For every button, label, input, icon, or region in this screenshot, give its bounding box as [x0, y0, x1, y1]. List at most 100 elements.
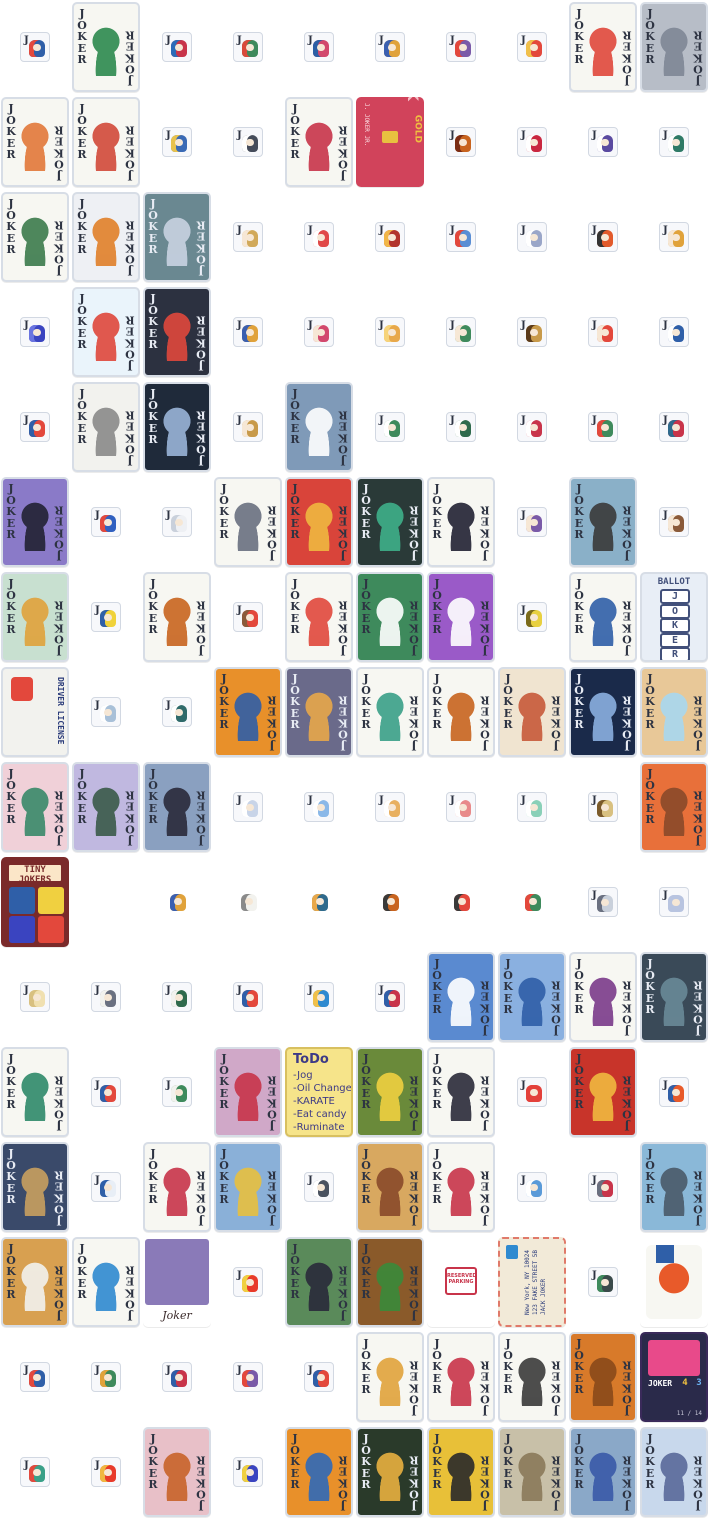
rank-label: J O K E R: [6, 1242, 16, 1301]
card-holder-name: J. JOKER JR.: [363, 103, 370, 147]
jester-full-icon: [17, 113, 53, 171]
face-icon: [530, 329, 538, 336]
joker-tile: J: [588, 1172, 618, 1202]
joker-tile: J: [446, 317, 476, 347]
flame-jester-icon: [301, 588, 337, 646]
tile-rank-letter: J: [521, 320, 526, 331]
joker-tile: J: [517, 317, 547, 347]
rank-label: J O K E R: [361, 1147, 371, 1206]
face-icon: [104, 1184, 112, 1191]
joker-stats-card: JOKER 4 3 11 / 14: [640, 1332, 708, 1422]
rank-label: J O K E R: [125, 408, 135, 467]
tile-rank-letter: J: [592, 795, 597, 806]
rank-label: J O K E R: [54, 788, 64, 847]
rank-label: J O K E R: [267, 1073, 277, 1132]
rank-label: J O K E R: [125, 218, 135, 277]
tile-rank-letter: J: [308, 1175, 313, 1186]
tile-rank-letter: J: [166, 510, 171, 521]
tile-rank-letter: J: [24, 1460, 29, 1471]
rank-label: J O K E R: [551, 1453, 561, 1512]
joker-tile: J: [162, 507, 192, 537]
tile-rank-letter: J: [379, 225, 384, 236]
face-icon: [246, 1374, 254, 1381]
joker-tile: J: [20, 32, 50, 62]
rank-label: J O K E R: [77, 387, 87, 446]
todo-item: -Eat candy: [293, 1109, 347, 1120]
rank-label: J O K E R: [432, 1432, 442, 1491]
joker-tile: J: [304, 982, 334, 1012]
tiny-joker-sprite: [162, 887, 192, 917]
stone-joker-icon: [656, 18, 692, 76]
face-icon: [530, 519, 538, 526]
rank-label: J O K E R: [693, 693, 703, 752]
tile-rank-letter: J: [24, 35, 29, 46]
rank-label: J O K E R: [432, 482, 442, 541]
face-icon: [317, 234, 325, 241]
rank-label: J O K E R: [409, 1453, 419, 1512]
face-icon: [33, 44, 41, 51]
king-joker-icon: [159, 588, 195, 646]
todo-item: -KARATE: [293, 1096, 335, 1107]
ballot-option: K: [660, 618, 690, 633]
face-icon: [530, 614, 538, 621]
face-icon: [317, 1184, 325, 1191]
rank-label: J O K E R: [480, 1168, 490, 1227]
joker-tile: J: [517, 1077, 547, 1107]
rank-label: J O K E R: [409, 1168, 419, 1227]
rank-label: J O K E R: [77, 1242, 87, 1301]
joker-tile: J: [517, 412, 547, 442]
ghost-icon: [656, 968, 692, 1026]
rank-label: J O K E R: [409, 598, 419, 657]
face-icon: [672, 519, 680, 526]
joker-tile: J: [659, 507, 689, 537]
driver-license-card: DRIVER LICENSE: [1, 667, 69, 757]
face-icon: [175, 139, 183, 146]
crowned-joker-icon: [443, 1158, 479, 1216]
rank-label: J O K E R: [125, 123, 135, 182]
tile-rank-letter: J: [308, 1365, 313, 1376]
face-icon: [246, 1469, 254, 1476]
joker-tile: J: [659, 127, 689, 157]
rank-label: J O K E R: [574, 957, 584, 1016]
rank-label: J O K E R: [125, 1263, 135, 1322]
matador-icon: [301, 493, 337, 551]
rank-label: J O K E R: [409, 1263, 419, 1322]
rank-label: J O K E R: [148, 387, 158, 446]
tile-rank-letter: J: [592, 225, 597, 236]
ramen-icon: [159, 1443, 195, 1501]
rank-label: J O K E R: [432, 577, 442, 636]
joker-tile: J: [233, 317, 263, 347]
tile-rank-letter: J: [166, 985, 171, 996]
monolith-icon: [656, 1158, 692, 1216]
rank-label: J O K E R: [361, 1337, 371, 1396]
egg-face-icon: [17, 1253, 53, 1311]
tiki-icon: [443, 683, 479, 741]
tile-rank-letter: J: [521, 1175, 526, 1186]
face-icon: [246, 424, 254, 431]
tile-rank-letter: J: [521, 510, 526, 521]
joker-tile: J: [304, 1362, 334, 1392]
face-icon: [175, 994, 183, 1001]
rank-label: J O K E R: [574, 672, 584, 731]
rank-label: J O K E R: [54, 218, 64, 277]
face-icon: [601, 1279, 609, 1286]
bank-card: BANK GOLD J. JOKER JR.: [356, 97, 424, 187]
rank-label: J O K E R: [574, 1337, 584, 1396]
joker-tile: J: [517, 1172, 547, 1202]
rank-label: J O K E R: [693, 1168, 703, 1227]
